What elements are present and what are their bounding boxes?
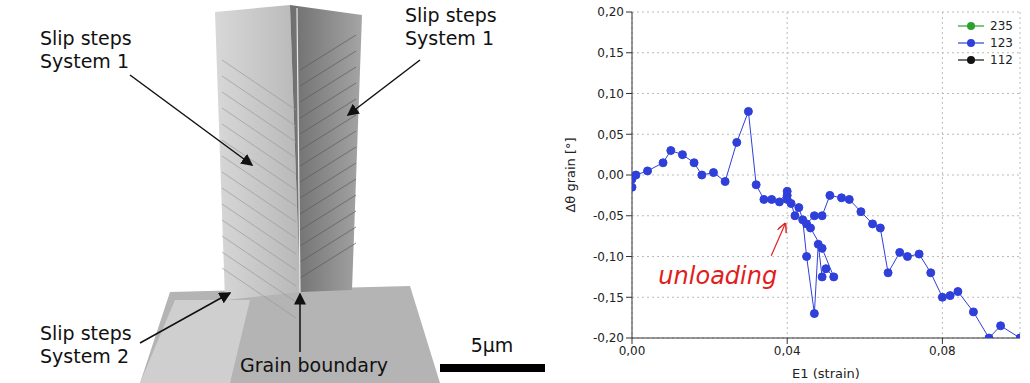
svg-text:0,15: 0,15 [597,46,624,60]
svg-text:112: 112 [990,53,1013,67]
svg-text:0,05: 0,05 [597,128,624,142]
svg-text:123: 123 [990,36,1013,50]
svg-text:0,00: 0,00 [619,344,646,358]
svg-text:Slip stepsSystem 2: Slip stepsSystem 2 [40,322,132,367]
svg-text:-0,20: -0,20 [593,331,624,345]
svg-text:0,04: 0,04 [774,344,801,358]
svg-text:Slip stepsSystem 1: Slip stepsSystem 1 [405,4,497,49]
svg-text:-0,10: -0,10 [593,250,624,264]
svg-text:Grain boundary: Grain boundary [240,354,388,376]
svg-text:E1 (strain): E1 (strain) [792,366,860,381]
svg-text:Δθ grain [°]: Δθ grain [°] [563,137,578,212]
svg-text:0,00: 0,00 [597,168,624,182]
svg-text:-0,05: -0,05 [593,209,624,223]
svg-text:0,08: 0,08 [929,344,956,358]
svg-text:Slip stepsSystem 1: Slip stepsSystem 1 [40,27,132,72]
svg-text:unloading: unloading [658,262,777,290]
svg-text:5µm: 5µm [471,334,514,356]
svg-text:0,10: 0,10 [597,87,624,101]
svg-text:-0,15: -0,15 [593,291,624,305]
svg-text:0,20: 0,20 [597,5,624,19]
svg-text:235: 235 [990,19,1013,33]
